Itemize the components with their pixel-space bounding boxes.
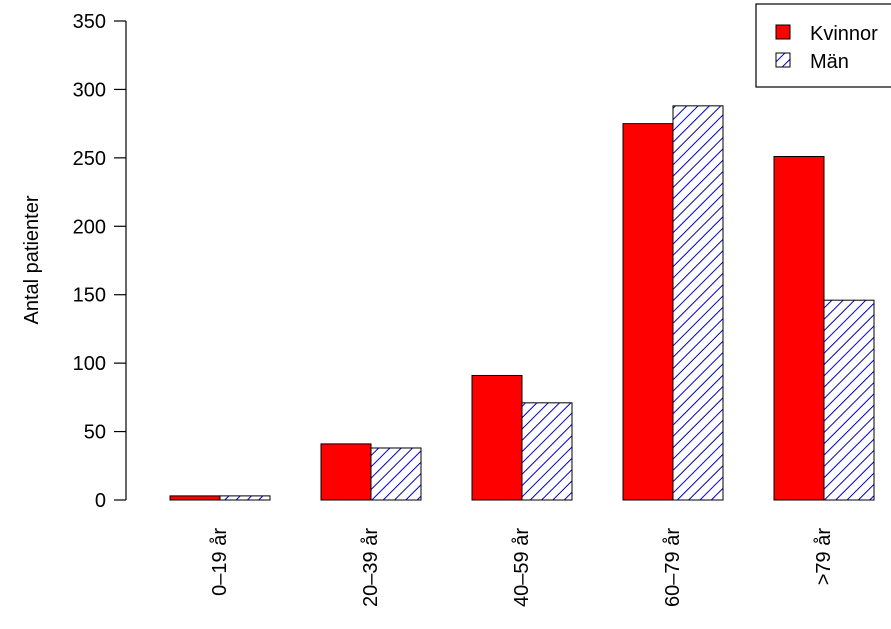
x-tick-label: >79 år [813,528,835,586]
legend: Kvinnor Män [755,3,891,88]
x-tick-label: 0–19 år [209,528,231,596]
y-tick-label: 300 [73,79,106,101]
bar-man [370,447,422,501]
y-tick-label: 50 [84,422,106,444]
bar-man [219,495,271,501]
y-axis: 0 50 100 150 200 250 300 350 [73,11,127,512]
legend-label-man: Män [810,51,849,73]
y-axis-title: Antal patienter [21,195,43,324]
y-tick-label: 250 [73,148,106,170]
bar-man [521,402,573,501]
y-tick-label: 350 [73,11,106,33]
x-tick-label: 40–59 år [511,528,533,607]
y-tick-label: 200 [73,216,106,238]
legend-label-kvinnor: Kvinnor [810,23,878,45]
y-tick-label: 0 [95,490,106,512]
bar-man [823,299,875,501]
bars [169,105,875,501]
legend-swatch-kvinnor [775,24,791,40]
bar-kvinnor [169,495,221,501]
x-tick-label: 60–79 år [662,528,684,607]
bar-kvinnor [320,443,372,501]
x-tick-label: 20–39 år [360,528,382,607]
bar-kvinnor [773,155,825,501]
legend-swatch-man [775,52,791,68]
x-tick-labels: 0–19 år 20–39 år 40–59 år 60–79 år >79 år [209,528,835,607]
bar-man [672,105,724,501]
bar-kvinnor [471,374,523,501]
legend-box [755,3,891,88]
y-tick-label: 100 [73,353,106,375]
y-tick-label: 150 [73,285,106,307]
bar-kvinnor [622,123,674,501]
